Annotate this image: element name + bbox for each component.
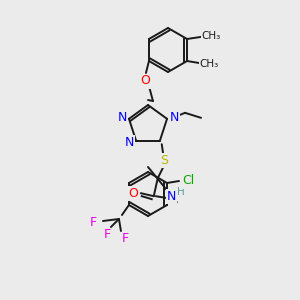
Text: O: O bbox=[140, 74, 150, 88]
Text: N: N bbox=[169, 111, 179, 124]
Text: F: F bbox=[89, 217, 97, 230]
Text: H: H bbox=[177, 187, 184, 197]
Text: O: O bbox=[128, 187, 138, 200]
Text: CH₃: CH₃ bbox=[201, 31, 221, 41]
Text: N: N bbox=[117, 111, 127, 124]
Text: F: F bbox=[122, 232, 128, 245]
Text: N: N bbox=[167, 190, 176, 203]
Text: S: S bbox=[160, 154, 168, 167]
Text: F: F bbox=[103, 229, 110, 242]
Text: N: N bbox=[124, 136, 134, 149]
Text: CH₃: CH₃ bbox=[200, 59, 219, 69]
Text: Cl: Cl bbox=[182, 175, 194, 188]
